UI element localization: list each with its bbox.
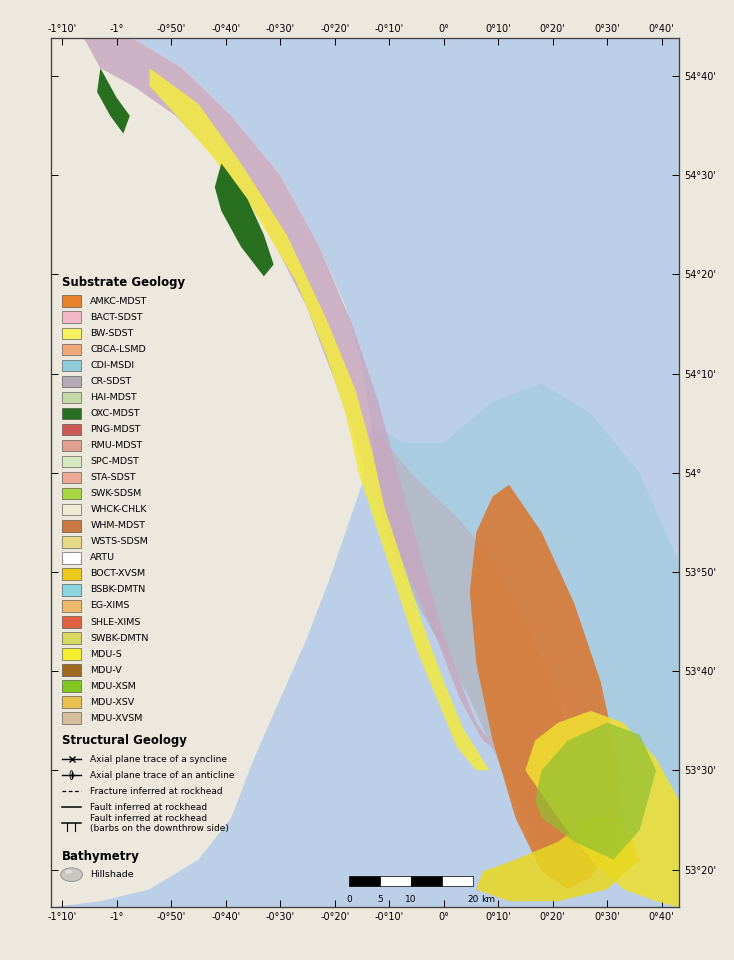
- Text: 20: 20: [468, 896, 479, 904]
- Bar: [411, 876, 442, 886]
- Text: BACT-SDST: BACT-SDST: [90, 313, 143, 322]
- Bar: [62, 408, 81, 420]
- Text: Fault inferred at rockhead
(barbs on the downthrow side): Fault inferred at rockhead (barbs on the…: [90, 814, 229, 833]
- Text: PNG-MDST: PNG-MDST: [90, 425, 141, 434]
- Polygon shape: [535, 723, 656, 859]
- Text: WHCK-CHLK: WHCK-CHLK: [90, 505, 147, 515]
- Bar: [62, 360, 81, 372]
- Bar: [62, 648, 81, 660]
- Text: WSTS-SDSM: WSTS-SDSM: [90, 538, 148, 546]
- Bar: [62, 311, 81, 323]
- Text: MDU-S: MDU-S: [90, 650, 122, 659]
- Bar: [62, 344, 81, 355]
- Bar: [62, 296, 81, 307]
- Text: AMKC-MDST: AMKC-MDST: [90, 297, 148, 305]
- Text: 5: 5: [377, 896, 382, 904]
- Text: MDU-XSV: MDU-XSV: [90, 698, 134, 707]
- Text: Axial plane trace of an anticline: Axial plane trace of an anticline: [90, 771, 235, 780]
- Ellipse shape: [65, 870, 72, 874]
- Text: SHLE-XIMS: SHLE-XIMS: [90, 617, 141, 627]
- Text: MDU-XSM: MDU-XSM: [90, 682, 136, 690]
- Ellipse shape: [61, 868, 82, 881]
- Text: 10: 10: [405, 896, 417, 904]
- Text: Bathymetry: Bathymetry: [62, 850, 139, 863]
- Text: Substrate Geology: Substrate Geology: [62, 276, 185, 289]
- Text: EG-XIMS: EG-XIMS: [90, 602, 130, 611]
- Bar: [62, 375, 81, 387]
- Polygon shape: [526, 710, 679, 907]
- Bar: [62, 440, 81, 451]
- Bar: [62, 584, 81, 596]
- Polygon shape: [470, 485, 623, 889]
- Polygon shape: [84, 38, 526, 770]
- Text: Fracture inferred at rockhead: Fracture inferred at rockhead: [90, 787, 223, 796]
- Bar: [62, 504, 81, 516]
- Text: STA-SDST: STA-SDST: [90, 473, 136, 482]
- Polygon shape: [51, 38, 371, 907]
- Text: WHM-MDST: WHM-MDST: [90, 521, 145, 530]
- Text: BSBK-DMTN: BSBK-DMTN: [90, 586, 145, 594]
- Bar: [62, 456, 81, 468]
- Text: SWBK-DMTN: SWBK-DMTN: [90, 634, 149, 642]
- Polygon shape: [215, 163, 274, 276]
- Bar: [62, 520, 81, 532]
- Bar: [62, 327, 81, 339]
- Text: 0: 0: [346, 896, 352, 904]
- Text: MDU-V: MDU-V: [90, 665, 122, 675]
- Bar: [62, 472, 81, 484]
- Text: ARTU: ARTU: [90, 553, 115, 563]
- Text: CR-SDST: CR-SDST: [90, 377, 131, 386]
- Text: SPC-MDST: SPC-MDST: [90, 457, 139, 467]
- Text: BOCT-XVSM: BOCT-XVSM: [90, 569, 145, 578]
- Bar: [62, 552, 81, 564]
- Bar: [62, 392, 81, 403]
- Polygon shape: [476, 818, 640, 901]
- Text: MDU-XVSM: MDU-XVSM: [90, 713, 142, 723]
- Bar: [62, 696, 81, 708]
- Polygon shape: [150, 68, 490, 770]
- Bar: [380, 876, 411, 886]
- Bar: [62, 664, 81, 676]
- Bar: [62, 616, 81, 628]
- Text: HAI-MDST: HAI-MDST: [90, 393, 137, 402]
- Text: Hillshade: Hillshade: [90, 870, 134, 879]
- Bar: [62, 536, 81, 547]
- Text: RMU-MDST: RMU-MDST: [90, 441, 142, 450]
- Text: Fault inferred at rockhead: Fault inferred at rockhead: [90, 803, 208, 812]
- Polygon shape: [371, 384, 679, 907]
- Text: OXC-MDST: OXC-MDST: [90, 409, 140, 418]
- Text: CDI-MSDI: CDI-MSDI: [90, 361, 134, 370]
- Bar: [349, 876, 380, 886]
- Bar: [62, 488, 81, 499]
- Bar: [62, 600, 81, 612]
- Text: BW-SDST: BW-SDST: [90, 328, 134, 338]
- Bar: [62, 712, 81, 724]
- Polygon shape: [97, 68, 130, 133]
- Bar: [62, 633, 81, 644]
- Text: SWK-SDSM: SWK-SDSM: [90, 490, 142, 498]
- Polygon shape: [371, 425, 591, 859]
- Text: km: km: [482, 896, 495, 904]
- Text: Structural Geology: Structural Geology: [62, 734, 186, 747]
- Text: Axial plane trace of a syncline: Axial plane trace of a syncline: [90, 755, 228, 763]
- Bar: [62, 681, 81, 692]
- Text: CBCA-LSMD: CBCA-LSMD: [90, 345, 146, 354]
- Bar: [62, 568, 81, 580]
- Bar: [442, 876, 473, 886]
- Bar: [62, 423, 81, 435]
